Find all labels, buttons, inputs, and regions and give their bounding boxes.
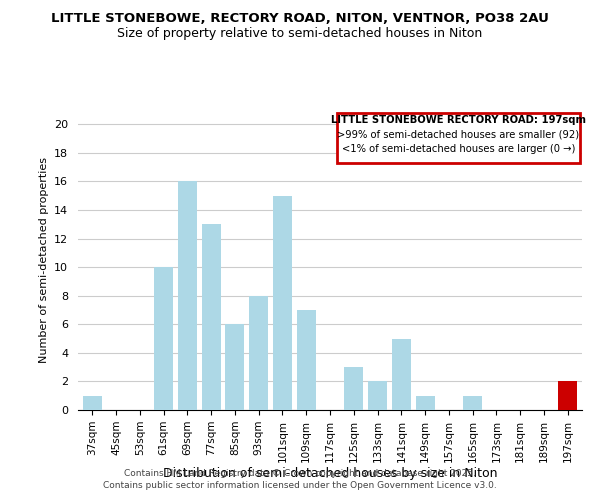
- Text: Size of property relative to semi-detached houses in Niton: Size of property relative to semi-detach…: [118, 28, 482, 40]
- Text: <1% of semi-detached houses are larger (0 →): <1% of semi-detached houses are larger (…: [341, 144, 575, 154]
- Bar: [344, 367, 363, 410]
- Bar: [154, 267, 173, 410]
- Y-axis label: Number of semi-detached properties: Number of semi-detached properties: [38, 157, 49, 363]
- Bar: [463, 396, 482, 410]
- Bar: [226, 324, 244, 410]
- Text: Contains public sector information licensed under the Open Government Licence v3: Contains public sector information licen…: [103, 481, 497, 490]
- Bar: [368, 382, 387, 410]
- Bar: [249, 296, 268, 410]
- Bar: [416, 396, 434, 410]
- Text: Contains HM Land Registry data © Crown copyright and database right 2025.: Contains HM Land Registry data © Crown c…: [124, 468, 476, 477]
- Bar: [392, 338, 411, 410]
- Bar: [297, 310, 316, 410]
- Bar: [83, 396, 102, 410]
- FancyBboxPatch shape: [337, 113, 580, 163]
- Bar: [273, 196, 292, 410]
- Text: >99% of semi-detached houses are smaller (92): >99% of semi-detached houses are smaller…: [337, 130, 580, 140]
- Bar: [202, 224, 221, 410]
- Text: LITTLE STONEBOWE RECTORY ROAD: 197sqm: LITTLE STONEBOWE RECTORY ROAD: 197sqm: [331, 115, 586, 125]
- Text: LITTLE STONEBOWE, RECTORY ROAD, NITON, VENTNOR, PO38 2AU: LITTLE STONEBOWE, RECTORY ROAD, NITON, V…: [51, 12, 549, 26]
- Bar: [178, 182, 197, 410]
- Bar: [558, 382, 577, 410]
- X-axis label: Distribution of semi-detached houses by size in Niton: Distribution of semi-detached houses by …: [163, 468, 497, 480]
